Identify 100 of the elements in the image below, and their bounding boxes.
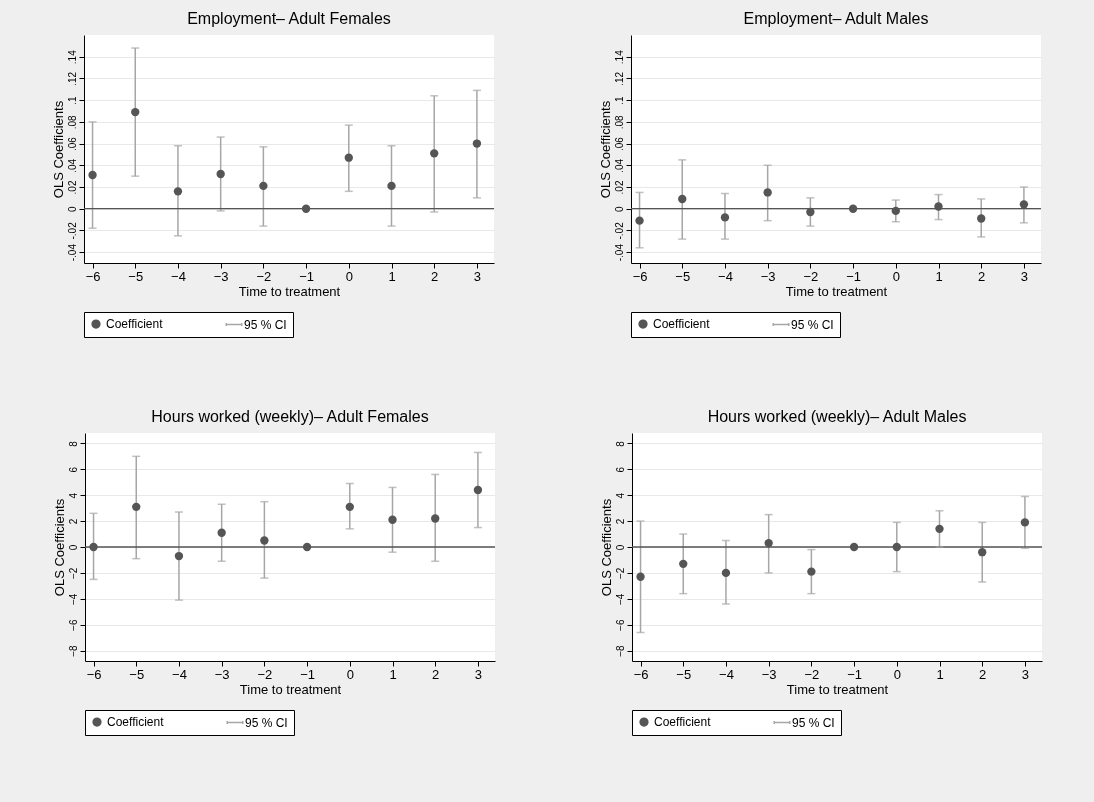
point — [344, 153, 353, 162]
y-tick-label: .12 — [613, 71, 625, 86]
point — [345, 502, 354, 512]
point — [678, 194, 687, 204]
x-tick-label: 3 — [1020, 268, 1029, 284]
point — [259, 181, 268, 191]
chart-title: Hours worked (weekly)– Adult Females — [150, 408, 429, 425]
point — [892, 542, 901, 552]
y-axis-title: OLS Coefficients — [50, 100, 66, 199]
x-tick-label: 0 — [892, 268, 900, 284]
y-tick-label: 0 — [614, 544, 625, 551]
x-axis-title: Time to treatment — [785, 283, 888, 299]
x-tick-label: 1 — [388, 666, 397, 682]
x-tick-label: −3 — [213, 268, 229, 284]
x-axis-title: Time to treatment — [239, 681, 342, 697]
y-tick-label: −8 — [67, 645, 78, 657]
point — [174, 551, 183, 561]
point — [720, 213, 730, 222]
y-tick-label: .02 — [613, 180, 625, 195]
y-tick-label: −2 — [67, 567, 78, 580]
point — [131, 107, 140, 117]
x-tick-label: 1 — [935, 268, 943, 284]
x-tick-label: −5 — [128, 268, 144, 284]
x-tick-label: −3 — [761, 666, 777, 682]
point — [849, 542, 858, 552]
y-tick-label: 8 — [67, 440, 78, 447]
x-tick-label: 3 — [473, 268, 482, 284]
x-tick-label: 1 — [388, 268, 396, 284]
point — [473, 485, 482, 495]
y-tick-label: 2 — [614, 518, 625, 525]
point — [891, 206, 900, 216]
point — [678, 559, 687, 569]
point — [763, 538, 773, 548]
point — [934, 524, 944, 534]
point — [721, 568, 730, 578]
y-tick-label: 4 — [67, 492, 78, 499]
x-axis-title: Time to treatment — [238, 283, 341, 299]
point — [977, 548, 986, 557]
point — [173, 187, 183, 196]
x-tick-label: −5 — [675, 666, 691, 682]
text: 95 % CI — [791, 715, 835, 730]
x-tick-label: −3 — [214, 666, 230, 682]
text: 95 % CI — [244, 317, 287, 332]
point — [472, 139, 482, 148]
x-tick-label: −6 — [633, 666, 648, 682]
y-tick-label: 4 — [614, 492, 625, 499]
y-tick-label: -.04 — [66, 243, 78, 262]
y-tick-label: .1 — [66, 96, 78, 105]
chart-title: Employment– Adult Females — [187, 10, 391, 27]
point — [430, 149, 439, 158]
point — [88, 542, 98, 552]
y-tick-label: .02 — [66, 180, 78, 195]
x-tick-label: −5 — [128, 666, 144, 682]
y-tick-label: .1 — [613, 96, 625, 105]
y-tick-label: 6 — [614, 466, 625, 473]
x-tick-label: −1 — [846, 666, 862, 682]
point — [430, 514, 439, 523]
point — [806, 567, 816, 576]
point — [934, 202, 943, 211]
x-tick-label: −5 — [675, 268, 691, 284]
x-tick-label: −4 — [171, 666, 187, 682]
y-axis-title: OLS Coefficients — [597, 100, 613, 199]
y-axis-title: OLS Coefficients — [598, 498, 613, 597]
point — [635, 572, 645, 581]
x-tick-label: 2 — [978, 268, 986, 284]
x-tick-label: −1 — [299, 268, 314, 284]
y-tick-label: 6 — [67, 466, 78, 473]
x-tick-label: 0 — [893, 666, 901, 682]
y-tick-label: 8 — [614, 440, 625, 447]
x-tick-label: 2 — [431, 268, 439, 284]
y-tick-label: .08 — [613, 114, 625, 130]
point — [131, 502, 140, 512]
point — [301, 204, 311, 213]
y-tick-label: 0 — [67, 544, 78, 551]
point — [88, 170, 97, 180]
point — [806, 207, 815, 217]
y-tick-label: −2 — [614, 567, 625, 580]
point — [977, 214, 986, 223]
y-tick-label: .06 — [66, 136, 78, 152]
y-tick-label: -.02 — [613, 221, 625, 240]
legend-label: Coefficient — [653, 715, 711, 730]
point — [216, 169, 225, 179]
text: 95 % CI — [244, 715, 288, 730]
x-tick-label: −6 — [86, 666, 101, 682]
legend-label: Coefficient — [653, 317, 711, 332]
point — [216, 528, 226, 537]
legend-label: Coefficient — [106, 715, 164, 730]
x-axis-title: Time to treatment — [786, 681, 889, 697]
x-tick-label: −2 — [256, 666, 272, 682]
y-tick-label: .14 — [613, 49, 625, 65]
y-axis-title: OLS Coefficients — [51, 498, 66, 597]
x-tick-label: −1 — [299, 666, 315, 682]
y-tick-label: −6 — [614, 619, 625, 631]
point — [1019, 200, 1029, 209]
x-tick-label: 1 — [935, 666, 944, 682]
point — [302, 542, 311, 552]
y-tick-label: 0 — [613, 206, 625, 212]
x-tick-label: −4 — [718, 666, 734, 682]
y-tick-label: .04 — [66, 158, 78, 173]
x-tick-label: −6 — [85, 268, 101, 284]
